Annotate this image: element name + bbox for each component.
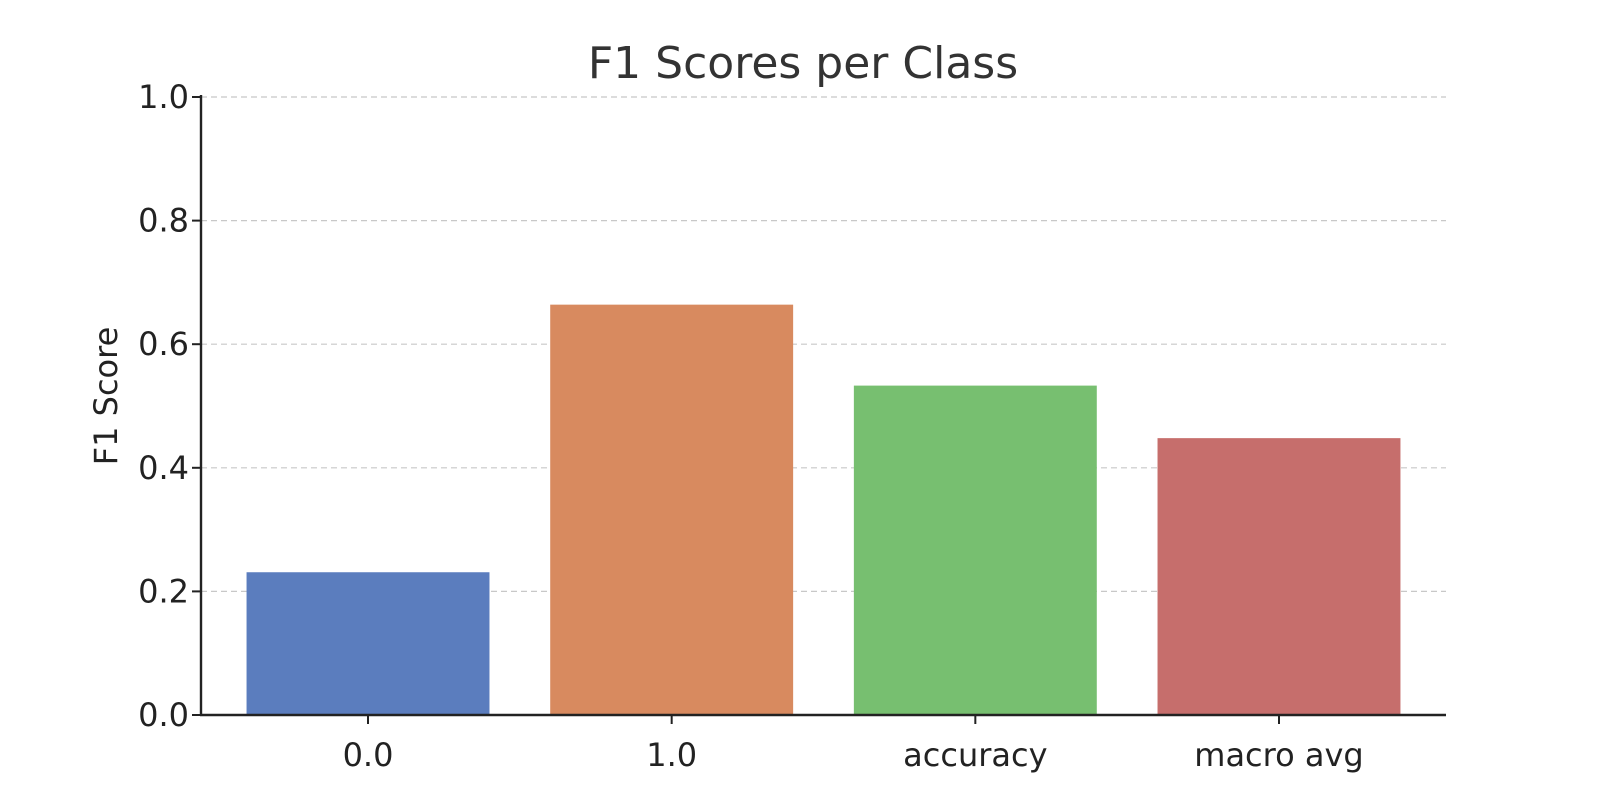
bar-accuracy <box>853 385 1097 715</box>
bars <box>246 304 1401 715</box>
axes <box>199 95 1446 717</box>
bar-0-0 <box>246 572 490 715</box>
x-tick-label: 1.0 <box>646 736 697 774</box>
x-tick-label: macro avg <box>1194 736 1363 774</box>
grid-lines <box>201 96 1446 593</box>
y-tick-label: 0.4 <box>138 449 189 487</box>
x-ticks: 0.0 1.0 accuracy macro avg <box>343 715 1364 774</box>
x-tick-label: 0.0 <box>343 736 394 774</box>
chart-title: F1 Scores per Class <box>588 38 1018 89</box>
x-tick-label: accuracy <box>903 736 1047 774</box>
y-ticks: 0.0 0.2 0.4 0.6 0.8 1.0 <box>138 78 201 734</box>
y-tick-label: 0.6 <box>138 325 189 363</box>
y-axis-label: F1 Score <box>87 327 125 466</box>
y-tick-label: 0.2 <box>138 572 189 610</box>
y-tick-label: 0.8 <box>138 202 189 240</box>
bar-1-0 <box>550 304 794 715</box>
bar-macro-avg <box>1157 438 1401 715</box>
y-tick-label: 0.0 <box>138 696 189 734</box>
y-tick-label: 1.0 <box>138 78 189 116</box>
